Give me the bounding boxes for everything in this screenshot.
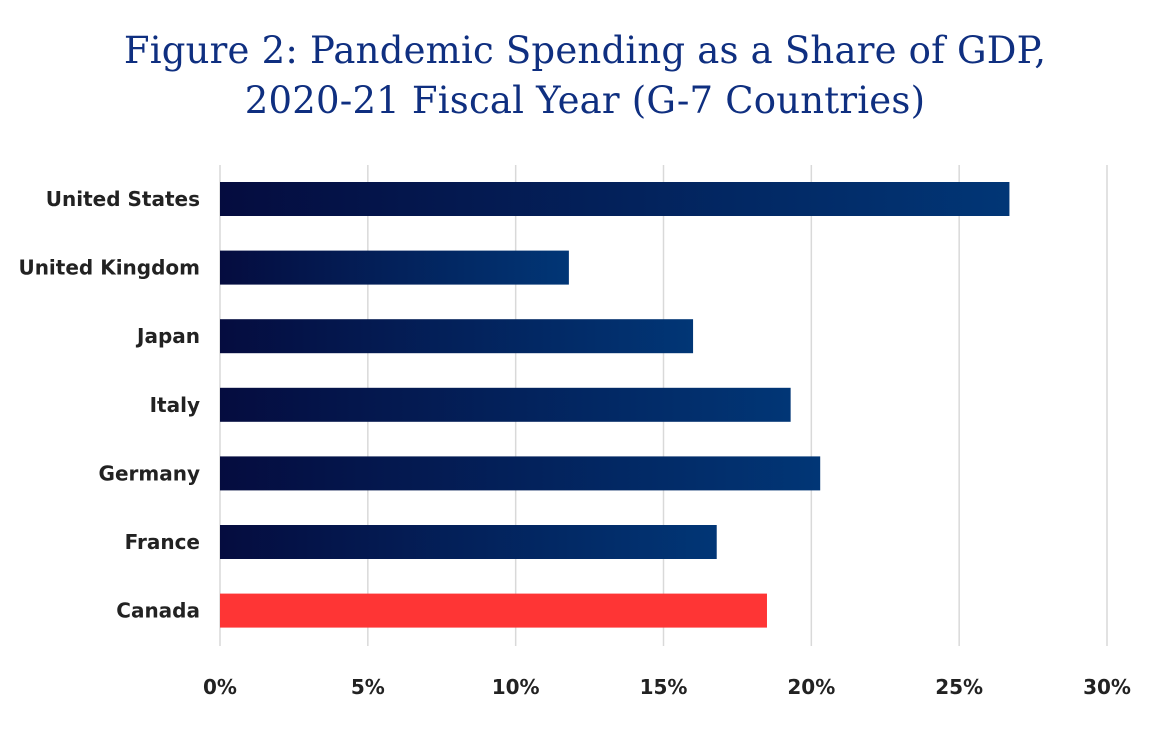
x-tick-label-20: 20% — [787, 675, 835, 699]
x-tick-label-15: 15% — [640, 675, 688, 699]
category-label-france: France — [125, 530, 200, 554]
category-label-canada: Canada — [116, 599, 200, 623]
bar-united-states — [220, 182, 1010, 216]
category-labels: United States United Kingdom Japan Italy Ger… — [18, 187, 200, 623]
bar-italy — [220, 387, 791, 422]
x-tick-label-25: 25% — [935, 675, 983, 699]
chart-title: Figure 2: Pandemic Spending as a Share o… — [0, 26, 1170, 126]
x-tick-label-10: 10% — [492, 675, 540, 699]
x-axis-tick-labels: 0% 5% 10% 15% 20% 25% 30% — [203, 675, 1131, 699]
category-label-united-kingdom: United Kingdom — [18, 256, 200, 280]
chart-title-line-2: 2020-21 Fiscal Year (G-7 Countries) — [244, 79, 926, 122]
bar-germany — [220, 456, 821, 491]
category-label-japan: Japan — [135, 324, 200, 348]
x-tick-label-30: 30% — [1083, 675, 1131, 699]
category-label-italy: Italy — [150, 393, 200, 417]
chart-title-line-1: Figure 2: Pandemic Spending as a Share o… — [123, 29, 1047, 72]
x-tick-label-5: 5% — [351, 675, 385, 699]
bar-japan — [220, 319, 694, 354]
x-tick-label-0: 0% — [203, 675, 237, 699]
bar-canada — [220, 593, 767, 628]
bar-france — [220, 525, 717, 559]
bars — [220, 182, 1010, 628]
category-label-germany: Germany — [99, 461, 200, 485]
bar-united-kingdom — [220, 250, 569, 285]
category-label-united-states: United States — [46, 187, 200, 211]
